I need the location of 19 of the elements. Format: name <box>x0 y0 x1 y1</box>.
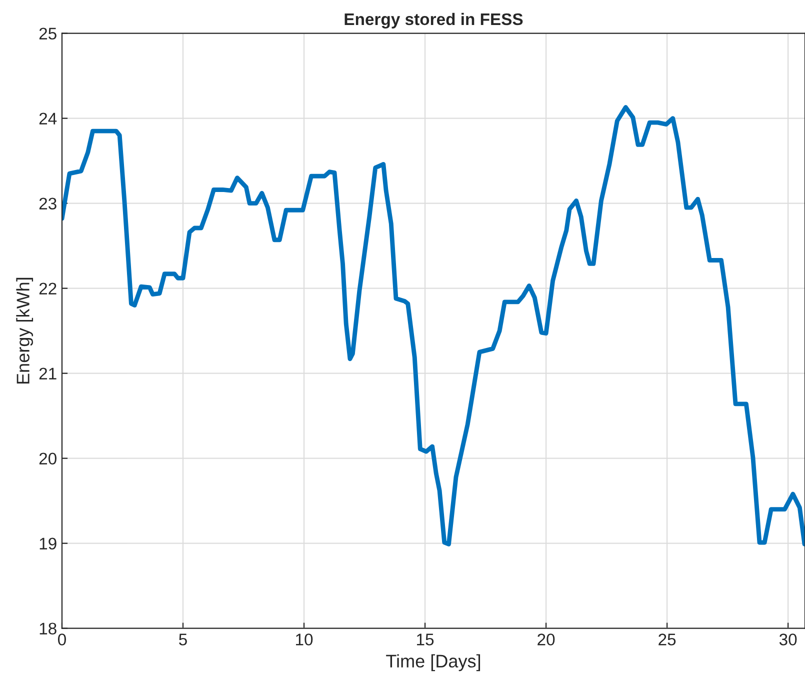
x-tick-label: 15 <box>417 634 434 646</box>
y-tick-label: 25 <box>39 28 56 40</box>
y-tick-label: 21 <box>39 368 56 380</box>
x-tick-label: 30 <box>779 634 797 646</box>
x-tick-label: 20 <box>538 634 555 646</box>
y-tick-label: 24 <box>39 112 57 124</box>
x-tick-label: 10 <box>296 634 313 646</box>
x-axis-title: Time [Days] <box>386 654 480 672</box>
chart-title: Energy stored in FESS <box>344 12 523 29</box>
y-tick-label: 23 <box>39 198 56 210</box>
y-tick-label: 18 <box>40 622 56 635</box>
y-tick-label: 19 <box>40 538 56 550</box>
y-axis-title: Energy [kWh] <box>16 278 34 384</box>
y-tick-label: 22 <box>39 282 56 294</box>
line-series <box>62 105 805 546</box>
x-tick-label: 0 <box>58 634 66 646</box>
x-tick-label: 5 <box>179 634 187 646</box>
x-tick-label: 25 <box>658 634 676 646</box>
y-tick-label: 20 <box>39 452 56 465</box>
